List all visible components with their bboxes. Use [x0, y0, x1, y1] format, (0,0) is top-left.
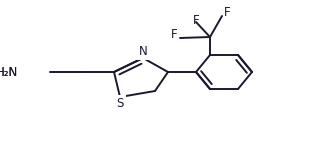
- Text: F: F: [171, 28, 178, 42]
- Text: H₂N: H₂N: [0, 66, 18, 78]
- Text: H₂N: H₂N: [0, 66, 18, 78]
- Text: F: F: [193, 14, 199, 27]
- Text: S: S: [116, 97, 124, 110]
- Text: N: N: [139, 45, 147, 58]
- Text: H₂N: H₂N: [0, 66, 18, 78]
- Text: F: F: [224, 6, 231, 20]
- Text: S: S: [116, 97, 124, 110]
- Text: N: N: [139, 45, 147, 58]
